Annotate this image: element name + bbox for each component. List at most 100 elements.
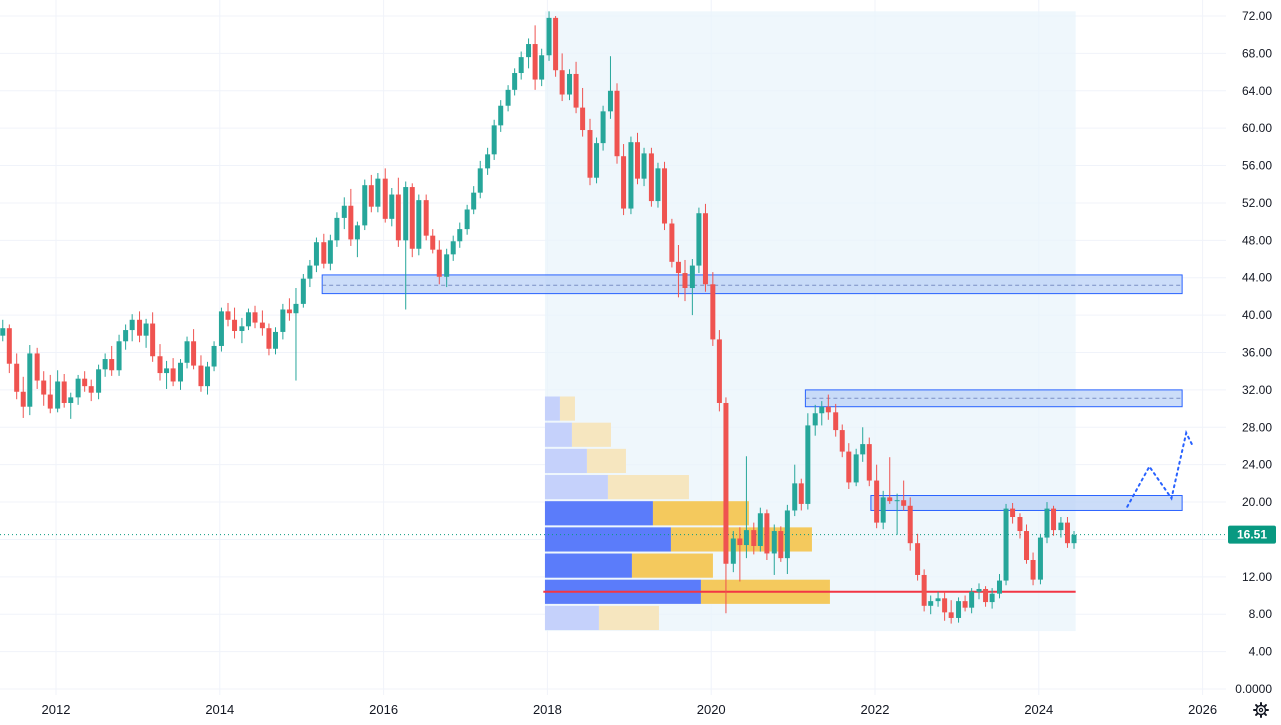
zone-20-box[interactable]	[870, 495, 1183, 511]
candle-body	[1017, 517, 1023, 532]
candle-body	[512, 73, 518, 90]
y-tick-label: 68.00	[1242, 46, 1272, 60]
candle	[539, 48, 545, 87]
candle	[96, 364, 102, 400]
candles	[0, 11, 1077, 624]
x-axis[interactable]: 2012 2014 2016 2018 2020 2022 2024 2026	[42, 702, 1218, 717]
candle	[751, 522, 757, 555]
candle-body	[1037, 537, 1043, 580]
candle-body	[444, 254, 450, 277]
volume-profile-buy-bar	[544, 605, 599, 631]
candle-body	[866, 444, 872, 481]
candle-body	[225, 311, 231, 320]
candle	[696, 207, 702, 274]
candle-body	[368, 185, 374, 207]
gear-ring	[1255, 704, 1267, 716]
candle	[375, 173, 381, 213]
candle-body	[1044, 508, 1050, 538]
candle	[444, 248, 450, 288]
y-tick-label: 48.00	[1242, 233, 1272, 247]
candle	[866, 437, 872, 487]
candle-body	[409, 187, 415, 249]
candle-body	[621, 156, 627, 209]
candle-body	[266, 328, 272, 349]
candle-body	[327, 240, 333, 264]
candle	[450, 235, 456, 261]
x-tick-label: 2018	[533, 702, 562, 717]
y-tick-label: 60.00	[1242, 121, 1272, 135]
candle	[211, 341, 217, 372]
projection-path[interactable]	[1126, 429, 1194, 508]
candle-body	[784, 510, 790, 559]
candle-body	[177, 362, 183, 382]
candle	[1058, 517, 1064, 538]
candle-body	[737, 538, 743, 546]
candle	[14, 353, 20, 400]
candle	[47, 374, 53, 414]
candle-body	[109, 359, 115, 371]
candle	[505, 85, 511, 112]
candle	[559, 53, 565, 102]
candle-body	[539, 55, 545, 80]
candle	[716, 330, 722, 412]
candle-body	[286, 309, 292, 314]
candle-body	[137, 319, 143, 336]
candle	[368, 174, 374, 213]
candle-body	[825, 406, 831, 413]
candle-body	[6, 328, 12, 364]
candle-body	[1024, 531, 1030, 561]
candle-body	[518, 57, 524, 74]
volume-profile-sell-bar	[559, 396, 575, 421]
candle	[157, 344, 163, 381]
candle-body	[675, 261, 681, 274]
candle-body	[969, 591, 975, 608]
candle	[812, 404, 818, 436]
settings-gear-icon[interactable]	[1253, 702, 1269, 718]
volume-profile-buy-bar	[544, 475, 608, 500]
candle-body	[559, 70, 565, 95]
y-tick-label: 52.00	[1242, 196, 1272, 210]
candle	[239, 317, 245, 344]
candle	[498, 100, 504, 132]
candle	[526, 38, 532, 69]
candle	[600, 105, 606, 151]
volume-profile	[544, 396, 830, 631]
candle	[594, 137, 600, 184]
candle	[1030, 552, 1036, 586]
candle	[313, 237, 319, 273]
y-axis[interactable]: 72.00 68.00 64.00 60.00 56.00 52.00 48.00 44.00…	[1235, 9, 1272, 696]
candle-body	[430, 235, 436, 250]
candle	[512, 68, 518, 96]
candle	[839, 424, 845, 458]
candle	[20, 376, 26, 418]
candle	[164, 360, 170, 389]
candle	[34, 347, 40, 389]
x-tick-label: 2026	[1188, 702, 1217, 717]
candle	[805, 413, 811, 510]
projection-dotted-path[interactable]	[1126, 429, 1194, 508]
volume-profile-sell-bar	[607, 475, 689, 500]
candle	[395, 177, 401, 247]
price-zones[interactable]	[321, 274, 1183, 511]
candle-body	[477, 168, 483, 193]
candle	[628, 136, 634, 215]
candle-body	[157, 356, 163, 374]
zone-44-box[interactable]	[321, 274, 1183, 295]
candle-body	[702, 213, 708, 285]
candle	[853, 448, 859, 487]
candle-body	[757, 513, 763, 546]
candle-body	[798, 483, 804, 504]
candle	[477, 160, 483, 199]
candle-body	[989, 593, 995, 603]
candle	[948, 600, 954, 624]
candle-body	[1071, 534, 1077, 544]
candle-body	[341, 205, 347, 218]
candle	[150, 312, 156, 362]
y-tick-label: 4.00	[1249, 645, 1273, 659]
candle-body	[20, 391, 26, 407]
candle	[1024, 524, 1030, 564]
candle	[259, 310, 265, 336]
candle	[225, 302, 231, 327]
candle	[743, 456, 749, 559]
